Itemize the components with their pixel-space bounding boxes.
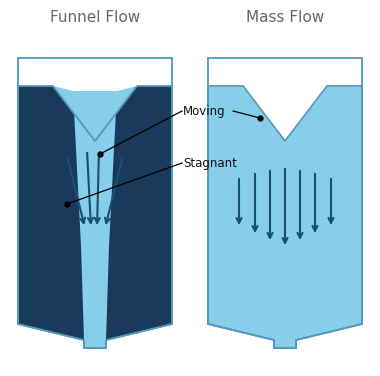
Polygon shape	[208, 58, 362, 141]
Text: Stagnant: Stagnant	[183, 156, 237, 170]
Polygon shape	[18, 58, 172, 141]
Polygon shape	[19, 86, 171, 340]
Text: Funnel Flow: Funnel Flow	[50, 11, 140, 26]
Polygon shape	[53, 86, 137, 141]
Text: Mass Flow: Mass Flow	[246, 11, 324, 26]
Polygon shape	[73, 91, 117, 340]
Polygon shape	[208, 58, 362, 348]
Text: Moving: Moving	[183, 105, 226, 117]
Polygon shape	[18, 58, 172, 348]
